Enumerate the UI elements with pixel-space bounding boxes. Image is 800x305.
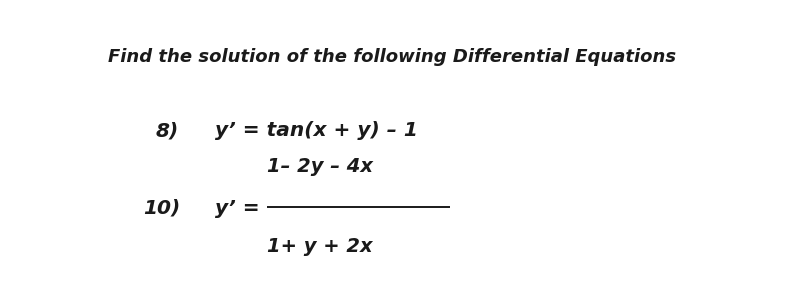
Text: 8): 8) [156, 121, 179, 140]
Text: Find the solution of the following Differential Equations: Find the solution of the following Diffe… [108, 48, 676, 66]
Text: 1– 2y – 4x: 1– 2y – 4x [267, 157, 373, 176]
Text: y’ = tan(x + y) – 1: y’ = tan(x + y) – 1 [214, 121, 418, 140]
Text: y’ =: y’ = [214, 199, 259, 217]
Text: 10): 10) [143, 199, 181, 217]
Text: 1+ y + 2x: 1+ y + 2x [267, 237, 373, 256]
